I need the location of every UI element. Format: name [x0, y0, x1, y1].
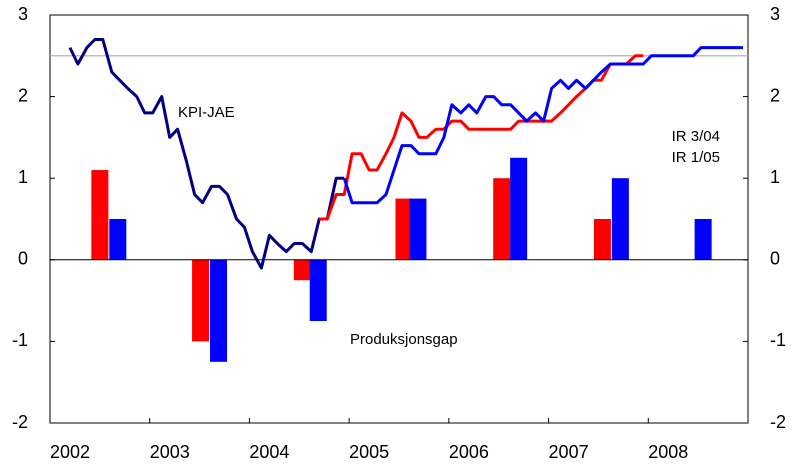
bar — [91, 170, 109, 260]
x-tick-label: 2007 — [549, 442, 589, 462]
bar — [593, 219, 611, 260]
y-tick-label: 0 — [18, 249, 28, 269]
plot-frame — [49, 14, 749, 424]
bar — [109, 219, 127, 260]
bar — [192, 259, 210, 342]
legend-entry: IR 1/05 — [672, 149, 720, 166]
bar — [210, 259, 228, 362]
bar — [293, 259, 311, 281]
bar — [409, 198, 427, 260]
bar — [611, 178, 629, 260]
x-tick-label: 2005 — [349, 442, 389, 462]
y-tick-label: -2 — [12, 412, 28, 432]
bar — [510, 157, 528, 260]
bar — [309, 259, 327, 321]
y2-tick-label: -1 — [770, 330, 786, 350]
line — [342, 46, 743, 205]
bar — [493, 178, 511, 260]
legend-entry: IR 3/04 — [672, 128, 720, 145]
y-tick-label: -1 — [12, 330, 28, 350]
annotation: Produksjonsgap — [350, 331, 458, 348]
x-tick-label: 2004 — [249, 442, 289, 462]
x-tick-label: 2008 — [648, 442, 688, 462]
bar — [694, 219, 712, 260]
y2-tick-label: 3 — [770, 4, 780, 24]
y2-tick-label: 0 — [770, 249, 780, 269]
bar — [395, 198, 413, 260]
y-tick-label: 1 — [18, 167, 28, 187]
y2-tick-label: -2 — [770, 412, 786, 432]
x-tick-label: 2002 — [50, 442, 90, 462]
y-tick-label: 3 — [18, 4, 28, 24]
series-label: KPI-JAE — [178, 104, 235, 121]
y2-tick-label: 2 — [770, 85, 780, 105]
x-tick-label: 2006 — [449, 442, 489, 462]
x-tick-label: 2003 — [150, 442, 190, 462]
y-tick-label: 2 — [18, 85, 28, 105]
y2-tick-label: 1 — [770, 167, 780, 187]
line — [68, 38, 345, 270]
